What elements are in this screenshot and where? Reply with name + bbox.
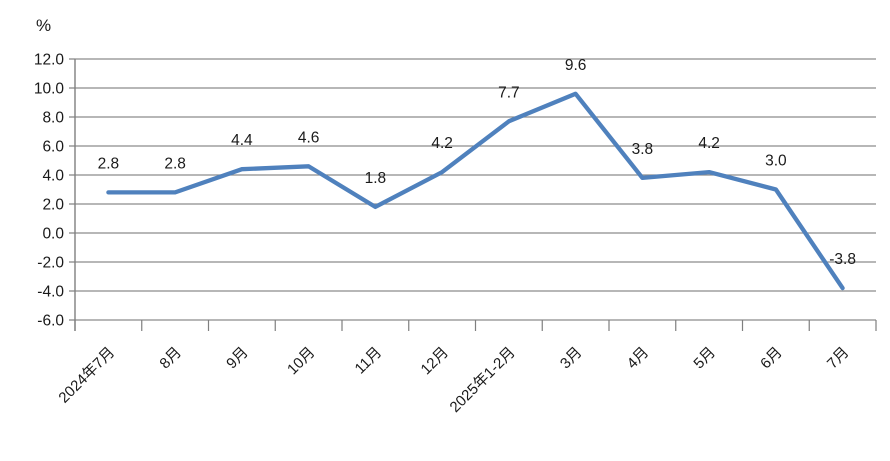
x-tick-label: 8月: [156, 344, 185, 373]
x-tick-label: 2024年7月: [55, 344, 118, 407]
data-label: 4.2: [431, 135, 453, 152]
data-label: 3.8: [632, 141, 654, 158]
x-tick-label: 11月: [352, 344, 386, 378]
data-label: -3.8: [829, 251, 856, 268]
y-tick-label: 4.0: [42, 168, 64, 185]
data-label: 9.6: [565, 57, 587, 74]
y-tick-label: -6.0: [37, 313, 64, 330]
x-tick-label: 12月: [418, 344, 452, 378]
y-tick-label: 12.0: [34, 52, 65, 69]
data-label: 2.8: [98, 155, 120, 172]
data-label: 4.2: [698, 135, 720, 152]
y-tick-label: 8.0: [42, 110, 64, 127]
x-tick-label: 7月: [824, 344, 853, 373]
x-tick-label: 5月: [690, 344, 719, 373]
data-label: 7.7: [498, 84, 520, 101]
data-label: 3.0: [765, 153, 787, 170]
x-tick-label: 10月: [284, 344, 318, 378]
data-label: 4.6: [298, 129, 320, 146]
x-tick-label: 9月: [223, 344, 252, 373]
data-label: 1.8: [365, 170, 387, 187]
x-tick-label: 2025年1-2月: [447, 344, 519, 416]
x-tick-label: 6月: [757, 344, 786, 373]
y-tick-label: 6.0: [42, 139, 64, 156]
data-label: 2.8: [164, 155, 186, 172]
y-axis-unit-label: %: [36, 16, 52, 35]
series-line: [106, 91, 845, 291]
y-tick-label: 2.0: [42, 197, 64, 214]
y-tick-label: 0.0: [42, 226, 64, 243]
y-tick-label: -2.0: [37, 255, 64, 272]
y-tick-label: 10.0: [34, 81, 65, 98]
data-label: 4.4: [231, 132, 253, 149]
y-tick-label: -4.0: [37, 284, 64, 301]
x-tick-label: 3月: [557, 344, 586, 373]
x-tick-label: 4月: [624, 344, 653, 373]
